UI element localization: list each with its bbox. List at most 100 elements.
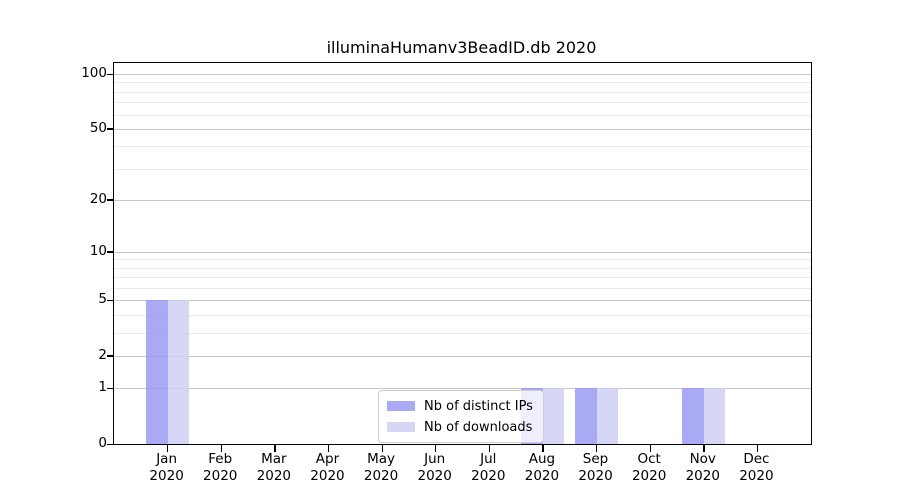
x-tick-label: Apr 2020: [295, 451, 359, 485]
x-tick-mark: [220, 445, 223, 452]
bar-downloads: [596, 388, 619, 444]
x-tick-month: Nov: [689, 451, 716, 467]
major-gridline: [114, 388, 811, 390]
x-tick-mark: [596, 445, 598, 452]
major-gridline: [114, 128, 811, 130]
x-tick-label: Oct 2020: [617, 451, 681, 485]
x-tick-month: Jan: [156, 451, 178, 467]
legend-label: Nb of distinct IPs: [424, 398, 533, 414]
y-tick-label: 10: [89, 242, 107, 259]
x-tick-label: Jul 2020: [456, 451, 520, 485]
y-tick-mark: [107, 443, 114, 445]
x-tick-month: Jul: [480, 451, 497, 467]
x-tick-month: Jun: [424, 451, 446, 467]
y-tick-label: 100: [81, 65, 107, 82]
minor-gridline: [114, 114, 811, 116]
minor-gridline: [114, 91, 811, 93]
x-tick-month: Mar: [261, 451, 287, 467]
x-tick-year: 2020: [256, 468, 292, 484]
x-tick-month: Apr: [315, 451, 340, 467]
y-tick-label: 0: [98, 435, 107, 451]
y-tick-mark: [107, 299, 114, 302]
major-gridline: [114, 300, 811, 302]
x-tick-year: 2020: [310, 468, 345, 484]
major-gridline: [114, 74, 811, 76]
legend-row: Nb of distinct IPs: [387, 397, 533, 415]
bar-distinct-ips: [575, 388, 597, 444]
x-tick-label: Sep 2020: [564, 451, 628, 485]
bar-distinct-ips: [682, 388, 704, 444]
y-tick-mark: [107, 128, 114, 130]
y-tick-mark: [107, 251, 114, 253]
y-tick-mark: [107, 199, 114, 201]
x-tick-mark: [488, 445, 491, 452]
x-tick-mark: [167, 445, 169, 452]
y-tick-label: 20: [89, 190, 107, 207]
major-gridline: [114, 251, 811, 253]
y-tick-label: 50: [89, 119, 107, 136]
legend-label: Nb of downloads: [424, 419, 533, 435]
y-tick-label: 5: [98, 291, 107, 308]
x-tick-label: Feb 2020: [188, 451, 252, 485]
legend-swatch: [387, 422, 415, 432]
x-tick-mark: [381, 445, 383, 452]
x-tick-label: Mar 2020: [242, 451, 306, 485]
x-tick-month: Feb: [208, 451, 233, 467]
x-tick-month: Oct: [637, 451, 661, 467]
x-tick-month: May: [367, 451, 396, 467]
y-tick-mark: [107, 73, 114, 75]
legend-swatch: [387, 401, 415, 411]
minor-gridline: [114, 315, 811, 316]
x-tick-year: 2020: [739, 468, 774, 484]
x-tick-year: 2020: [417, 468, 452, 484]
x-tick-label: Nov 2020: [671, 451, 735, 485]
bar-distinct-ips: [146, 300, 168, 444]
x-tick-mark: [703, 445, 705, 452]
x-tick-mark: [327, 445, 330, 452]
minor-gridline: [114, 168, 811, 170]
y-tick-label: 1: [98, 379, 107, 396]
x-tick-year: 2020: [471, 468, 506, 484]
x-tick-mark: [649, 445, 651, 452]
bar-downloads: [167, 300, 190, 444]
x-tick-label: Aug 2020: [510, 451, 574, 485]
x-tick-label: Jan 2020: [135, 451, 199, 485]
major-gridline: [114, 355, 811, 357]
minor-gridline: [114, 259, 811, 261]
x-tick-year: 2020: [149, 468, 184, 484]
y-tick-label: 2: [98, 346, 107, 363]
x-tick-label: Jun 2020: [403, 451, 467, 485]
minor-gridline: [114, 332, 811, 334]
legend-row: Nb of downloads: [387, 418, 533, 436]
x-tick-month: Dec: [743, 451, 770, 467]
minor-gridline: [114, 82, 811, 84]
x-tick-year: 2020: [631, 468, 667, 484]
x-tick-year: 2020: [203, 468, 238, 484]
x-tick-year: 2020: [363, 468, 399, 484]
x-tick-year: 2020: [685, 468, 720, 484]
bar-downloads: [542, 388, 565, 444]
x-tick-mark: [274, 445, 276, 452]
x-tick-month: Sep: [582, 451, 609, 467]
minor-gridline: [114, 267, 811, 269]
legend: Nb of distinct IPs Nb of downloads: [378, 390, 544, 443]
y-tick-mark: [107, 355, 114, 357]
minor-gridline: [114, 277, 811, 279]
minor-gridline: [114, 146, 811, 148]
x-tick-mark: [756, 445, 759, 452]
minor-gridline: [114, 288, 811, 290]
x-tick-month: Aug: [528, 451, 556, 467]
x-tick-year: 2020: [524, 468, 560, 484]
chart-title: illuminaHumanv3BeadID.db 2020: [326, 38, 597, 57]
y-tick-mark: [107, 387, 114, 390]
x-tick-year: 2020: [578, 468, 613, 484]
plot-area: Nb of distinct IPs Nb of downloads: [107, 62, 812, 452]
minor-gridline: [114, 102, 811, 104]
x-tick-mark: [542, 445, 544, 452]
bar-downloads: [703, 388, 726, 444]
x-tick-label: Dec 2020: [724, 451, 788, 485]
x-tick-label: May 2020: [349, 451, 413, 485]
major-gridline: [114, 199, 811, 201]
x-tick-mark: [435, 445, 437, 452]
